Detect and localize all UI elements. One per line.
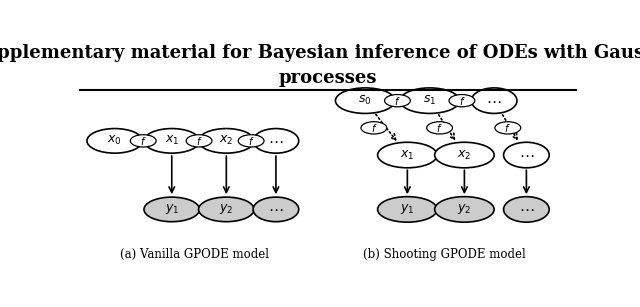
Ellipse shape — [87, 129, 143, 153]
Circle shape — [427, 122, 452, 134]
Text: $x_1$: $x_1$ — [164, 134, 179, 147]
Text: $f$: $f$ — [459, 95, 465, 107]
Text: $f$: $f$ — [248, 135, 255, 147]
Text: $x_2$: $x_2$ — [457, 149, 472, 161]
Text: $f$: $f$ — [394, 95, 401, 107]
Ellipse shape — [504, 142, 549, 168]
Text: Supplementary material for Bayesian inference of ODEs with Gaussian: Supplementary material for Bayesian infe… — [0, 44, 640, 62]
Text: $x_0$: $x_0$ — [108, 134, 122, 147]
Text: $s_1$: $s_1$ — [423, 94, 436, 107]
Ellipse shape — [435, 197, 494, 222]
Ellipse shape — [335, 88, 395, 113]
Circle shape — [131, 135, 156, 147]
Text: $f$: $f$ — [504, 122, 511, 134]
Ellipse shape — [198, 129, 254, 153]
Text: $x_2$: $x_2$ — [219, 134, 234, 147]
Ellipse shape — [253, 197, 299, 222]
Text: $\cdots$: $\cdots$ — [268, 202, 284, 216]
Text: $y_2$: $y_2$ — [219, 202, 234, 216]
Circle shape — [186, 135, 212, 147]
Text: $s_0$: $s_0$ — [358, 94, 372, 107]
Circle shape — [361, 122, 387, 134]
Ellipse shape — [378, 142, 437, 168]
Circle shape — [449, 95, 475, 107]
Text: $f$: $f$ — [140, 135, 147, 147]
Ellipse shape — [504, 197, 549, 222]
Ellipse shape — [198, 197, 254, 222]
Ellipse shape — [435, 142, 494, 168]
Ellipse shape — [400, 88, 460, 113]
Text: (a) Vanilla GPODE model: (a) Vanilla GPODE model — [120, 248, 269, 261]
Text: $f$: $f$ — [371, 122, 377, 134]
Text: $\cdots$: $\cdots$ — [518, 202, 534, 216]
Circle shape — [385, 95, 410, 107]
Text: $y_1$: $y_1$ — [400, 202, 415, 216]
Ellipse shape — [144, 197, 200, 222]
Text: $y_1$: $y_1$ — [164, 202, 179, 216]
Text: $\cdots$: $\cdots$ — [518, 148, 534, 162]
Circle shape — [238, 135, 264, 147]
Ellipse shape — [378, 197, 437, 222]
Text: $\cdots$: $\cdots$ — [268, 134, 284, 148]
Text: $x_1$: $x_1$ — [400, 149, 415, 161]
Text: $f$: $f$ — [196, 135, 202, 147]
Text: processes: processes — [279, 69, 377, 87]
Ellipse shape — [471, 88, 517, 113]
Text: (b) Shooting GPODE model: (b) Shooting GPODE model — [363, 248, 526, 261]
Text: $f$: $f$ — [436, 122, 443, 134]
Ellipse shape — [144, 129, 200, 153]
Text: $y_2$: $y_2$ — [457, 202, 472, 216]
Circle shape — [495, 122, 521, 134]
Ellipse shape — [253, 129, 299, 153]
Text: $\cdots$: $\cdots$ — [486, 94, 502, 108]
